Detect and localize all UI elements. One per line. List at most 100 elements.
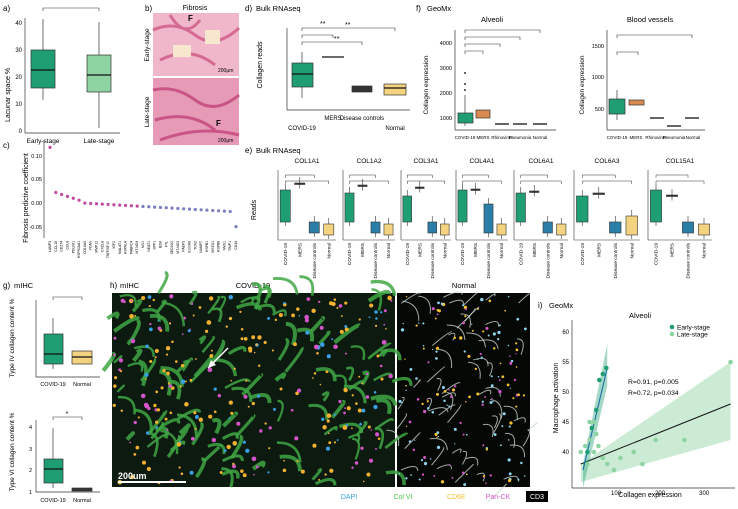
a-cat: Early-stage <box>27 138 60 145</box>
panel-b-letter: b) <box>145 4 152 13</box>
c-ytick: -0.05 <box>29 225 42 231</box>
i-sub: Alveoli <box>629 311 651 320</box>
i-legend-swatch <box>669 331 675 337</box>
panel-a-letter: a) <box>3 4 10 13</box>
c-point <box>54 190 58 195</box>
c-points <box>48 145 238 229</box>
panel-e-title: Bulk RNAseq <box>256 146 301 155</box>
c-gene-labels: LAMP3 CCL18 CD274 CCL8 PDLIM1 HSP90AA1 COL6A3 V… <box>48 240 238 258</box>
c-point <box>153 205 157 209</box>
f-cat: Rhinovirus <box>491 135 513 140</box>
c-gene-label: CD274 <box>60 241 64 252</box>
f-cat: Normal <box>533 135 548 140</box>
g-ylabel1: Type IV collagen content % <box>9 298 16 377</box>
panel-a: a) Lacunar space % 0 10 20 30 40 Early-s… <box>3 4 120 145</box>
e-cat: Normal <box>499 243 505 258</box>
f-box-covid-bv <box>608 98 626 115</box>
c-point <box>65 194 70 198</box>
i-point-late <box>600 455 606 461</box>
e-cat: COVID-19 <box>580 243 586 265</box>
i-point-late <box>728 359 733 365</box>
panel-e: e) Bulk RNAseq Reads COL1A1 COVID-19 MERS D… <box>245 146 712 278</box>
c-gene-label: S100A9 <box>188 241 192 253</box>
c-point <box>182 207 186 211</box>
d-cat: COVID-19 <box>288 126 316 132</box>
e-box <box>427 221 437 234</box>
e-box <box>682 221 694 234</box>
panel-g: g) mIHC Type IV collagen content % COVID… <box>3 281 100 504</box>
i-point-late <box>640 461 645 467</box>
panel-b-title: Fibrosis <box>183 5 208 12</box>
d-box-covid <box>291 62 314 88</box>
e-box <box>666 194 678 197</box>
e-box <box>323 223 335 236</box>
h-image-normal <box>397 293 530 487</box>
c-point <box>106 202 110 207</box>
c-point <box>118 203 122 207</box>
e-box <box>440 223 450 236</box>
e-cat: MERS <box>670 243 676 257</box>
c-gene-label: TCN2 <box>193 241 197 250</box>
a-box-early <box>30 49 56 89</box>
d-sig: ** <box>345 22 351 29</box>
e-gene-title: COL3A1 <box>414 158 439 165</box>
i-point-late <box>582 443 588 449</box>
f-ylabel: Collagen expression <box>579 55 586 114</box>
i-xtick: 100 <box>611 491 622 497</box>
c-point <box>77 198 81 202</box>
f-cat: COVID-19 <box>607 135 628 140</box>
panel-f-letter: f) <box>416 4 421 13</box>
c-point <box>83 201 87 205</box>
i-ytick: 60 <box>562 330 569 336</box>
e-box <box>383 223 394 236</box>
c-gene-label: PAEP3 <box>182 241 186 252</box>
panel-f: f) GeoMx Alveoli Blood vessels Collagen … <box>416 4 705 140</box>
g-box-covid-iv <box>43 333 64 365</box>
a-ytick: 20 <box>15 75 22 81</box>
b-marker: F <box>216 119 221 128</box>
i-point-early <box>597 377 602 383</box>
i-ylabel: Macrophage activation <box>553 363 560 434</box>
d-cat: MERS <box>324 116 341 122</box>
c-point <box>176 206 180 211</box>
e-box <box>470 188 481 191</box>
g-cat: Normal <box>73 382 91 388</box>
c-gene-label: MSTO1 <box>211 241 215 253</box>
c-ytick: 0.10 <box>31 154 42 160</box>
i-point-late <box>682 437 687 443</box>
d-cat: Disease controls <box>340 116 384 122</box>
c-gene-label: MMP12 <box>95 241 99 253</box>
e-gene-title: COL1A2 <box>357 158 382 165</box>
i-xtick: 200 <box>655 491 666 497</box>
i-ytick: 55 <box>562 360 569 366</box>
e-box <box>402 195 412 223</box>
c-gene-label: CCL18 <box>54 241 58 252</box>
panel-c: c) Fibrosis predictive coefficient 0.10 … <box>3 140 238 258</box>
i-xlabel: Collagen expression <box>618 492 682 499</box>
c-gene-label: HSPB1 <box>205 241 209 252</box>
e-box <box>496 223 507 236</box>
e-box <box>344 192 355 223</box>
h-texture <box>101 270 538 503</box>
c-gene-label: SPP1 <box>153 241 157 250</box>
panel-d-title: Bulk RNAseq <box>256 4 301 13</box>
i-legend-label: Early-stage <box>677 325 710 332</box>
c-ytick: 0.00 <box>31 201 42 207</box>
i-point-late <box>587 419 592 425</box>
i-point-late <box>578 449 584 455</box>
f-ytick: 2000 <box>440 91 452 97</box>
panel-c-letter: c) <box>3 141 10 150</box>
d-cat: Normal <box>385 126 404 132</box>
e-cat: MERS <box>473 243 479 257</box>
c-point <box>100 202 104 206</box>
e-box <box>625 215 638 236</box>
f-cat: Pneumonia <box>663 135 686 140</box>
c-gene-label: HSP90AA1 <box>77 241 81 258</box>
i-point-early <box>593 407 599 413</box>
e-box <box>483 203 494 234</box>
e-cat: Disease controls <box>312 242 318 278</box>
f-ytick: 1000 <box>592 75 604 81</box>
b-scale: 200μm <box>218 138 233 144</box>
c-point <box>112 203 116 207</box>
c-point <box>222 209 226 213</box>
